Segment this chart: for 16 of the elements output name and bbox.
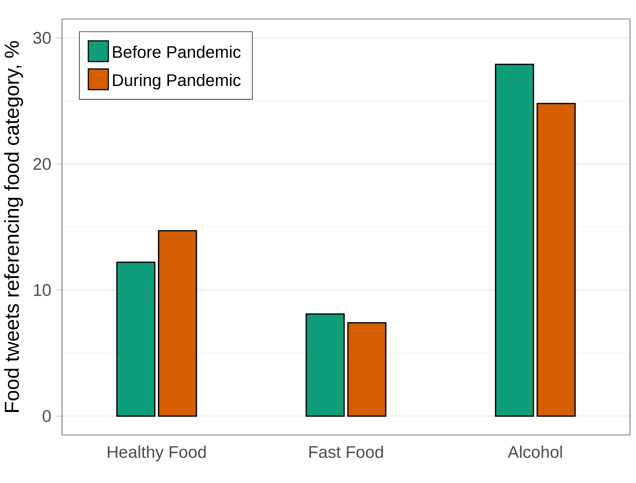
x-tick-label: Alcohol (508, 446, 562, 458)
legend-label: During Pandemic (113, 74, 241, 90)
bar (494, 64, 534, 417)
bar (116, 262, 156, 417)
y-tick-label: 30 (33, 32, 51, 44)
bar (536, 102, 576, 417)
y-tick-label: 10 (34, 284, 51, 296)
x-tick-label: Fast Food (309, 446, 383, 458)
bar (306, 313, 345, 417)
x-tick-label: Healthy Food (108, 446, 206, 462)
bar (158, 230, 198, 417)
y-tick-label: 0 (42, 410, 51, 422)
bar (347, 322, 386, 417)
y-axis-title: Food tweets referencing food category, % (4, 41, 24, 412)
legend-label: Before Pandemic (113, 46, 241, 58)
y-tick-label: 20 (33, 158, 51, 170)
